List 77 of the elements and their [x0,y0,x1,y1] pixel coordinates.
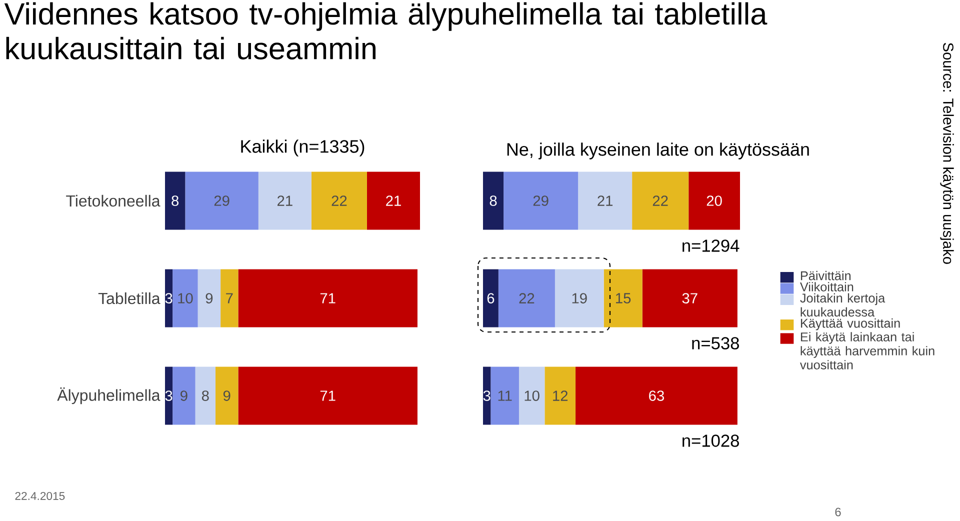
y-tick-label: Tietokoneella [66,195,160,207]
data-label: 10 [178,293,193,304]
data-label: 10 [524,390,540,402]
data-label: 29 [533,196,548,206]
chart-title: Viidennes katsoo tv-ohjelmia älypuhelimella tai tabletilla kuukausittain tai useammin [4,2,768,60]
bar [165,172,186,230]
bar [632,172,689,230]
bar [165,366,173,425]
data-label: 71 [320,390,336,401]
bar [198,269,221,328]
data-label: 12 [553,390,568,402]
bar [498,269,555,328]
bar [483,269,498,328]
bar [688,172,740,230]
bar [544,366,576,425]
legend-label: Käyttää vuosittain [800,318,900,330]
bar [554,269,604,328]
bar [238,269,418,328]
data-label: 6 [487,293,494,304]
data-label: 8 [490,196,497,206]
bar [483,172,504,230]
data-label: 3 [165,390,172,402]
data-label: 9 [206,293,213,304]
text: 22.4.2015 [15,492,65,500]
bar [185,172,258,230]
y-tick-label: Tabletilla [98,292,160,304]
legend-label: Päivittäin [800,271,851,280]
data-label: 71 [320,293,336,304]
bar [165,269,173,328]
data-label: 20 [706,196,722,206]
y-tick-label: Älypuhelimella [57,388,160,404]
data-label: 19 [572,293,587,304]
annotation: n=1028 [682,434,739,448]
bar [366,172,420,230]
data-label: 63 [649,390,664,402]
data-label: 8 [202,390,209,402]
bar [504,172,578,230]
chart-title: Ne, joilla kyseinen laite on käytössään [507,142,809,160]
data-label: 21 [598,196,613,206]
bar [578,172,632,230]
data-label: 8 [172,196,179,206]
annotation: n=538 [692,337,739,350]
data-label: 3 [165,293,172,304]
text: 6 [835,508,841,516]
bar [258,172,312,230]
bar [576,366,738,425]
legend-label: Ei käytä lainkaan tai käyttää harvemmin kuin vuosittain [800,332,934,370]
bar [604,269,642,328]
data-label: 15 [616,293,631,304]
annotation: n=1294 [682,240,740,252]
bar [490,366,519,425]
bar [311,172,367,230]
data-label: 9 [223,390,230,402]
source-note: Source: Television käytön uusjako [940,43,954,264]
data-label: 22 [519,293,534,304]
bar [220,269,238,328]
bar [195,366,216,425]
data-label: 3 [483,390,490,402]
bar [642,269,738,328]
chart-subtitle: Kaikki (n=1335) [241,140,364,157]
data-label: 11 [498,390,512,401]
legend-label: Viikoittain [800,282,854,292]
bar [518,366,545,425]
bar [238,366,418,425]
legend-label: Joitakin kertoja kuukaudessa [800,293,886,317]
bar [172,366,196,425]
data-label: 29 [214,196,230,206]
bar [483,366,491,425]
data-label: 22 [332,196,347,206]
bar [172,269,198,328]
data-label: 37 [682,293,698,304]
data-label: 22 [652,196,668,206]
data-label: 9 [180,390,188,402]
data-label: 21 [278,196,292,206]
bar [216,366,238,425]
data-label: 21 [386,196,401,206]
data-label: 7 [226,293,233,304]
